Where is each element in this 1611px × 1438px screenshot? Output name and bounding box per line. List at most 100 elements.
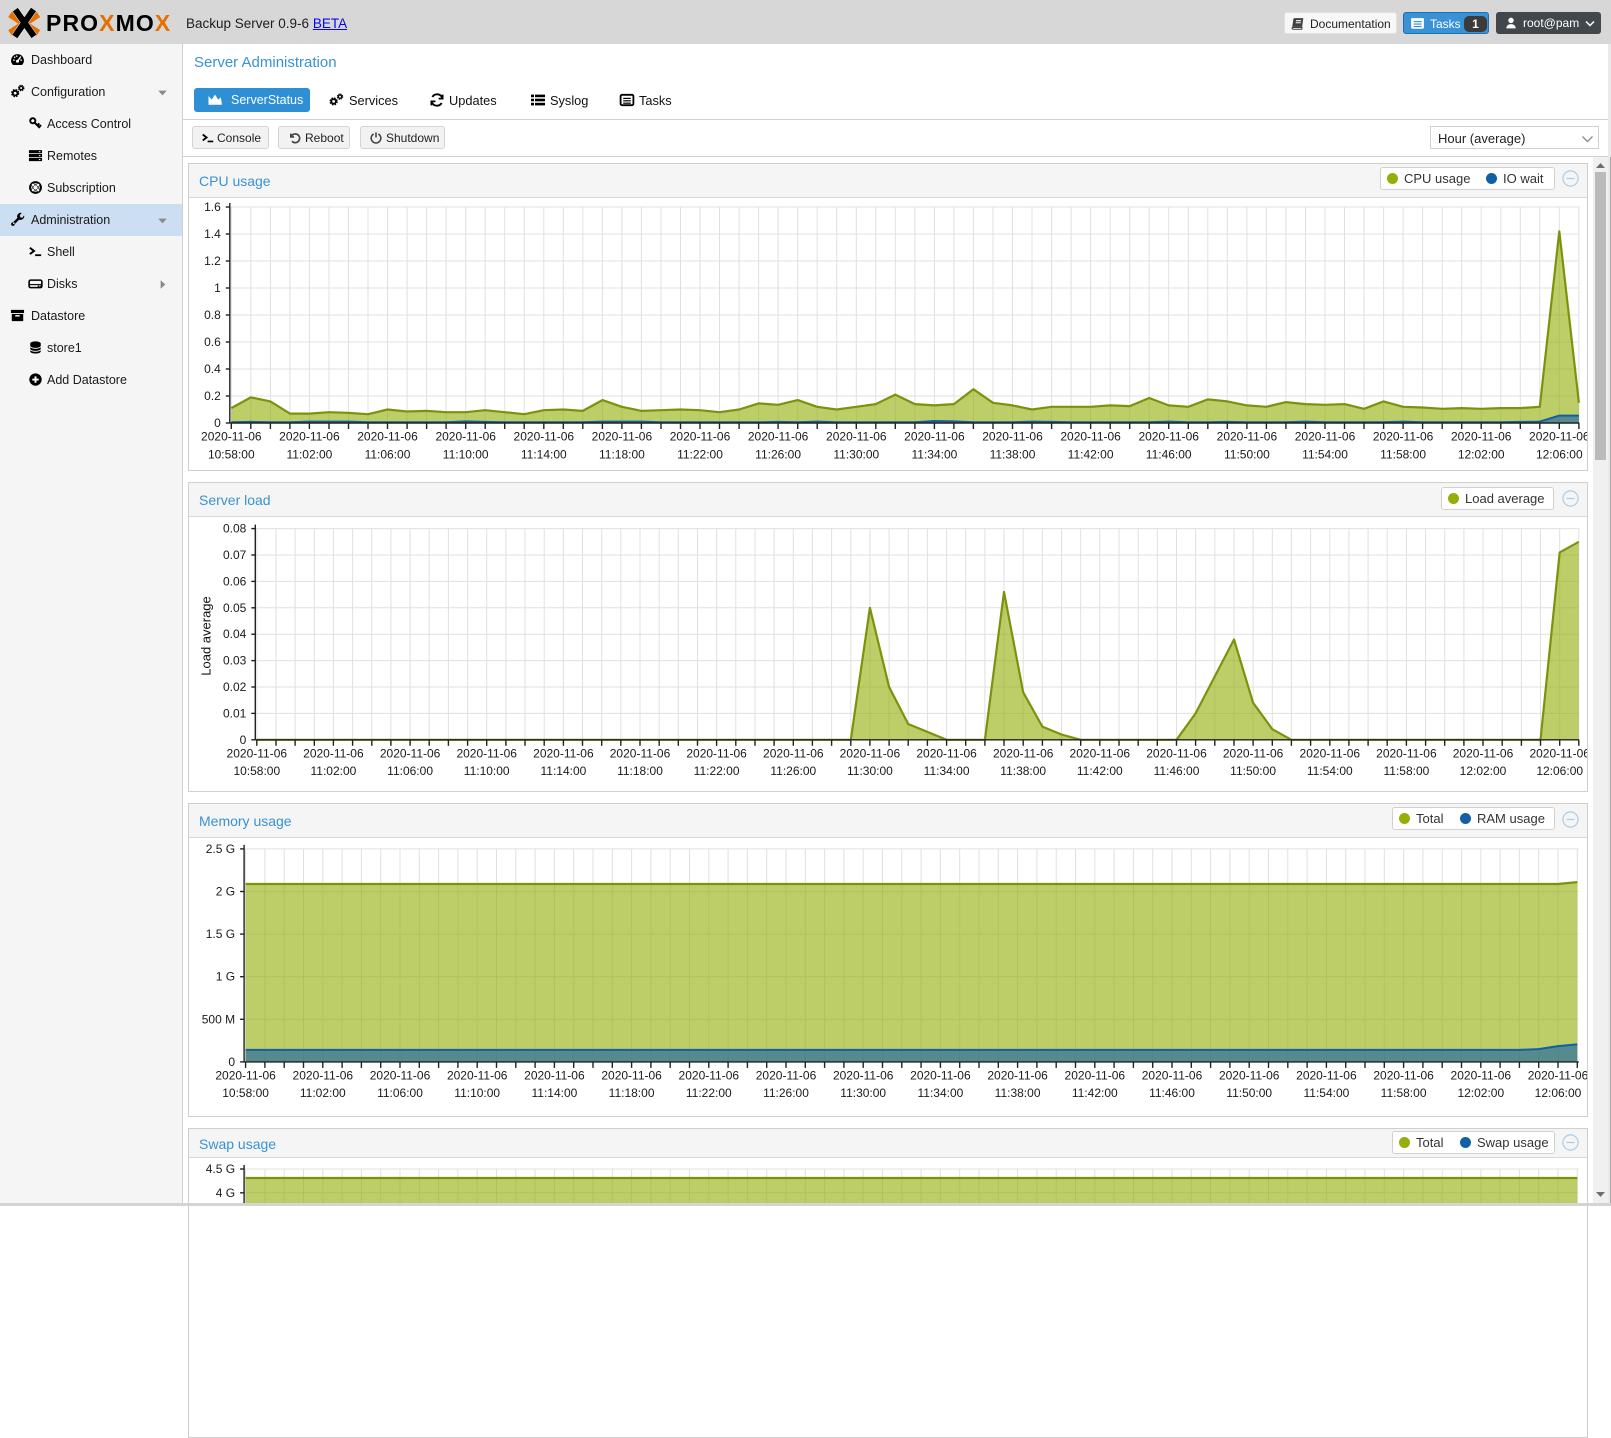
svg-text:2020-11-06: 2020-11-06	[610, 747, 671, 761]
svg-text:2020-11-06: 2020-11-06	[1529, 747, 1587, 761]
svg-text:2020-11-06: 2020-11-06	[987, 1069, 1048, 1083]
svg-text:2020-11-06: 2020-11-06	[201, 430, 262, 444]
svg-text:11:46:00: 11:46:00	[1149, 1086, 1195, 1100]
svg-text:2020-11-06: 2020-11-06	[1296, 1069, 1357, 1083]
svg-text:0: 0	[228, 1055, 235, 1069]
svg-text:11:18:00: 11:18:00	[609, 1086, 655, 1100]
svg-text:1 G: 1 G	[216, 970, 235, 984]
svg-text:2020-11-06: 2020-11-06	[1138, 430, 1199, 444]
svg-text:10:58:00: 10:58:00	[222, 1086, 269, 1100]
svg-text:2020-11-06: 2020-11-06	[1453, 747, 1514, 761]
svg-text:1.2: 1.2	[204, 254, 221, 268]
svg-text:11:30:00: 11:30:00	[840, 1086, 886, 1100]
svg-text:12:02:00: 12:02:00	[1460, 764, 1507, 778]
svg-text:2020-11-06: 2020-11-06	[1146, 747, 1207, 761]
svg-text:2020-11-06: 2020-11-06	[916, 747, 977, 761]
svg-text:11:42:00: 11:42:00	[1068, 447, 1114, 461]
svg-text:12:02:00: 12:02:00	[1457, 1086, 1504, 1100]
svg-text:11:58:00: 11:58:00	[1381, 1086, 1427, 1100]
svg-text:2 G: 2 G	[216, 885, 235, 899]
svg-text:0.05: 0.05	[223, 601, 247, 615]
svg-text:11:06:00: 11:06:00	[387, 764, 433, 778]
svg-text:2020-11-06: 2020-11-06	[1217, 430, 1278, 444]
svg-text:11:30:00: 11:30:00	[847, 764, 893, 778]
svg-text:2020-11-06: 2020-11-06	[1060, 430, 1121, 444]
svg-text:11:54:00: 11:54:00	[1302, 447, 1348, 461]
svg-text:11:50:00: 11:50:00	[1230, 764, 1276, 778]
svg-text:2020-11-06: 2020-11-06	[1529, 430, 1587, 444]
svg-text:Load average: Load average	[199, 596, 214, 676]
svg-text:11:26:00: 11:26:00	[763, 1086, 809, 1100]
svg-text:11:26:00: 11:26:00	[755, 447, 801, 461]
svg-text:2020-11-06: 2020-11-06	[756, 1069, 817, 1083]
svg-text:0.07: 0.07	[223, 548, 247, 562]
svg-text:2020-11-06: 2020-11-06	[456, 747, 517, 761]
svg-text:2020-11-06: 2020-11-06	[1451, 430, 1512, 444]
svg-text:11:06:00: 11:06:00	[377, 1086, 423, 1100]
svg-text:2020-11-06: 2020-11-06	[1376, 747, 1437, 761]
svg-text:11:14:00: 11:14:00	[531, 1086, 577, 1100]
svg-text:11:50:00: 11:50:00	[1224, 447, 1270, 461]
svg-text:4 G: 4 G	[216, 1186, 235, 1200]
svg-text:11:02:00: 11:02:00	[300, 1086, 346, 1100]
svg-text:2020-11-06: 2020-11-06	[533, 747, 594, 761]
svg-text:11:38:00: 11:38:00	[995, 1086, 1041, 1100]
svg-text:2020-11-06: 2020-11-06	[833, 1069, 894, 1083]
svg-text:11:30:00: 11:30:00	[833, 447, 879, 461]
svg-text:0: 0	[214, 416, 221, 430]
svg-text:0.01: 0.01	[223, 706, 247, 720]
svg-text:2020-11-06: 2020-11-06	[592, 430, 653, 444]
svg-text:11:34:00: 11:34:00	[917, 1086, 963, 1100]
svg-text:2020-11-06: 2020-11-06	[293, 1069, 354, 1083]
svg-text:11:54:00: 11:54:00	[1307, 764, 1353, 778]
svg-text:2020-11-06: 2020-11-06	[1295, 430, 1356, 444]
svg-text:0.4: 0.4	[204, 362, 221, 376]
svg-text:11:22:00: 11:22:00	[686, 1086, 732, 1100]
svg-text:12:06:00: 12:06:00	[1535, 1086, 1582, 1100]
svg-text:11:34:00: 11:34:00	[911, 447, 957, 461]
svg-text:0.8: 0.8	[204, 308, 221, 322]
svg-text:11:42:00: 11:42:00	[1072, 1086, 1118, 1100]
svg-text:11:46:00: 11:46:00	[1154, 764, 1200, 778]
svg-text:2020-11-06: 2020-11-06	[840, 747, 901, 761]
svg-text:11:38:00: 11:38:00	[990, 447, 1036, 461]
svg-text:2020-11-06: 2020-11-06	[763, 747, 824, 761]
svg-text:12:06:00: 12:06:00	[1536, 447, 1583, 461]
svg-text:11:14:00: 11:14:00	[521, 447, 567, 461]
svg-text:2020-11-06: 2020-11-06	[1065, 1069, 1126, 1083]
svg-text:2020-11-06: 2020-11-06	[1300, 747, 1361, 761]
svg-text:2020-11-06: 2020-11-06	[601, 1069, 662, 1083]
svg-text:2020-11-06: 2020-11-06	[670, 430, 731, 444]
svg-text:11:46:00: 11:46:00	[1146, 447, 1192, 461]
svg-text:2020-11-06: 2020-11-06	[1223, 747, 1284, 761]
svg-text:11:38:00: 11:38:00	[1000, 764, 1046, 778]
svg-text:10:58:00: 10:58:00	[233, 764, 280, 778]
svg-text:2020-11-06: 2020-11-06	[1451, 1069, 1512, 1083]
svg-text:500 M: 500 M	[202, 1012, 235, 1026]
svg-text:2020-11-06: 2020-11-06	[279, 430, 340, 444]
svg-text:2020-11-06: 2020-11-06	[748, 430, 809, 444]
svg-text:2020-11-06: 2020-11-06	[993, 747, 1054, 761]
svg-text:1.5 G: 1.5 G	[206, 927, 235, 941]
svg-text:2020-11-06: 2020-11-06	[447, 1069, 508, 1083]
svg-text:2020-11-06: 2020-11-06	[982, 430, 1043, 444]
svg-text:2020-11-06: 2020-11-06	[514, 430, 575, 444]
svg-text:2020-11-06: 2020-11-06	[679, 1069, 740, 1083]
svg-text:11:50:00: 11:50:00	[1226, 1086, 1272, 1100]
svg-text:0: 0	[240, 733, 247, 747]
svg-text:11:10:00: 11:10:00	[464, 764, 510, 778]
svg-text:0.02: 0.02	[223, 680, 247, 694]
svg-text:2020-11-06: 2020-11-06	[215, 1069, 276, 1083]
svg-text:0.6: 0.6	[204, 335, 221, 349]
svg-text:2020-11-06: 2020-11-06	[370, 1069, 431, 1083]
svg-text:11:58:00: 11:58:00	[1380, 447, 1426, 461]
svg-text:1.6: 1.6	[204, 200, 221, 214]
svg-text:11:14:00: 11:14:00	[540, 764, 586, 778]
svg-text:11:10:00: 11:10:00	[443, 447, 489, 461]
svg-text:11:58:00: 11:58:00	[1383, 764, 1429, 778]
svg-text:2.5 G: 2.5 G	[206, 842, 235, 856]
svg-text:1: 1	[214, 281, 221, 295]
svg-text:0.03: 0.03	[223, 654, 247, 668]
svg-text:0.08: 0.08	[223, 522, 247, 536]
svg-text:2020-11-06: 2020-11-06	[1373, 430, 1434, 444]
